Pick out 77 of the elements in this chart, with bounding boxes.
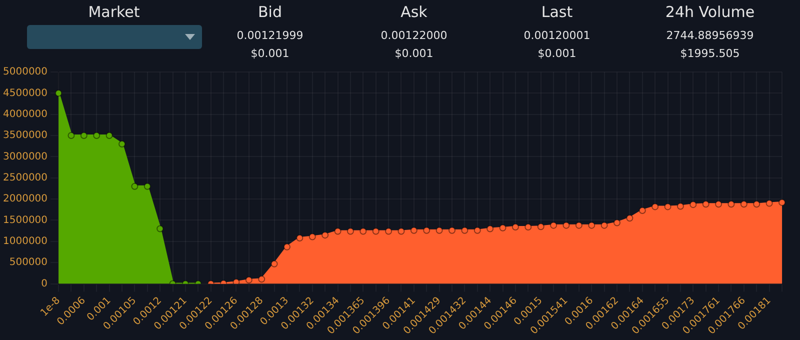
point — [284, 243, 290, 250]
point — [372, 228, 380, 235]
y-tick-label: 3500000 — [2, 130, 48, 142]
point — [410, 226, 418, 234]
point — [106, 132, 113, 140]
point — [550, 222, 558, 229]
point — [524, 224, 532, 231]
text: Last — [540, 2, 574, 22]
point — [626, 214, 634, 222]
text: 0.00120001 — [522, 28, 592, 44]
point — [93, 132, 100, 140]
y-tick-label: 3000000 — [2, 151, 48, 162]
point — [614, 219, 620, 226]
y-tick-label: 5000000 — [2, 66, 48, 78]
text: $1995.505 — [679, 46, 741, 62]
point — [562, 222, 570, 229]
point — [270, 260, 278, 268]
point — [537, 223, 544, 230]
point — [499, 224, 506, 232]
text: 24h Volume — [664, 2, 756, 22]
point — [664, 203, 672, 210]
point — [296, 234, 304, 242]
point — [766, 200, 773, 207]
point — [652, 203, 659, 210]
y-tick-label: 2500000 — [2, 172, 48, 184]
point — [232, 278, 240, 284]
text: Ask — [400, 2, 428, 22]
y-tick-label: 4500000 — [2, 88, 48, 99]
point — [715, 200, 722, 208]
point — [588, 222, 596, 229]
point — [131, 182, 138, 190]
y-tick-label: 500000 — [9, 257, 48, 268]
text: 2744.88956939 — [665, 28, 755, 44]
text: $0.001 — [536, 46, 578, 62]
point — [423, 226, 430, 234]
point — [474, 226, 481, 234]
point — [385, 228, 392, 235]
point — [778, 198, 786, 206]
y-tick-label: 1000000 — [2, 236, 48, 248]
point — [753, 200, 760, 208]
text: $0.001 — [250, 46, 290, 62]
point — [156, 225, 164, 232]
point — [702, 200, 710, 208]
point — [245, 276, 252, 284]
point — [80, 132, 88, 140]
point — [55, 90, 62, 97]
point — [461, 226, 468, 234]
text: Market — [87, 2, 141, 22]
point — [118, 140, 126, 148]
point — [690, 201, 697, 208]
point — [512, 224, 519, 231]
point — [600, 222, 608, 229]
point — [486, 225, 494, 232]
text: Bid — [257, 2, 283, 22]
point — [360, 228, 367, 235]
point — [728, 200, 735, 208]
point — [322, 232, 329, 239]
point — [638, 207, 646, 214]
point — [258, 276, 266, 283]
point — [346, 228, 354, 235]
y-tick-label: 4000000 — [2, 108, 48, 120]
point — [575, 222, 582, 229]
point — [308, 233, 316, 240]
y-tick-label: 0 — [41, 278, 48, 290]
point — [144, 182, 151, 190]
y-tick-label: 2000000 — [2, 194, 48, 205]
text: 0.00121999 — [236, 28, 304, 44]
point — [68, 132, 75, 140]
point — [436, 226, 443, 234]
y-tick-label: 1500000 — [2, 214, 48, 226]
point — [398, 228, 405, 235]
point — [676, 202, 684, 210]
point — [334, 228, 342, 235]
text: 0.00122000 — [380, 28, 448, 44]
point — [740, 200, 748, 208]
text: $0.001 — [394, 46, 434, 62]
point — [448, 226, 456, 234]
